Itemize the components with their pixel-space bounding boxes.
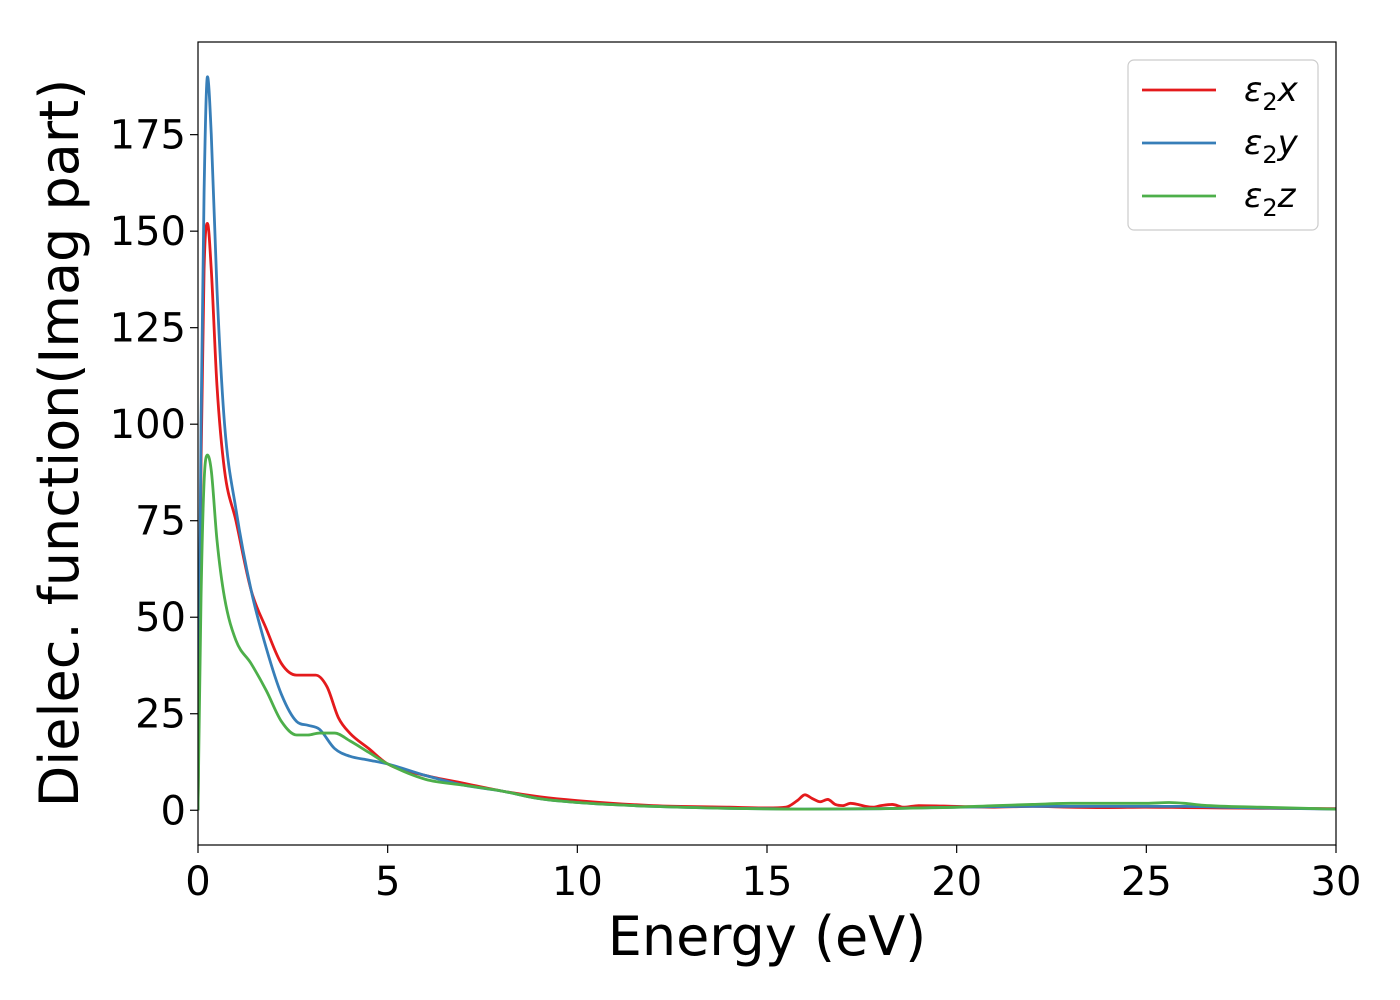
y-tick-label: 125: [110, 306, 186, 352]
y-tick-label: 175: [110, 113, 186, 159]
x-axis-title: Energy (eV): [608, 905, 927, 968]
y-tick-label: 75: [135, 499, 186, 545]
legend-label: ε2z: [1244, 176, 1297, 222]
y-tick-label: 25: [135, 692, 186, 738]
series-line-x: [198, 222, 1336, 811]
series-layer: [198, 75, 1336, 811]
y-tick-label: 0: [161, 788, 186, 834]
y-axis-title: Dielec. function(Imag part): [28, 79, 91, 808]
y-tick-label: 150: [110, 209, 186, 255]
x-tick-label: 5: [375, 859, 400, 905]
legend-label: ε2x: [1244, 70, 1299, 116]
y-ticks: 0 25 50 75 100 125 150 175: [110, 113, 198, 834]
series-line-y: [198, 75, 1336, 811]
y-tick-label: 100: [110, 402, 186, 448]
legend-items: ε2x ε2y ε2z: [1142, 70, 1299, 222]
y-tick-label: 50: [135, 595, 186, 641]
series-line-z: [198, 453, 1336, 811]
x-tick-label: 30: [1311, 859, 1362, 905]
x-tick-label: 20: [931, 859, 982, 905]
x-tick-label: 0: [185, 859, 210, 905]
legend: ε2x ε2y ε2z: [1127, 59, 1319, 231]
x-tick-label: 25: [1121, 859, 1172, 905]
x-tick-label: 15: [742, 859, 793, 905]
x-ticks: 0 5 10 15 20 25 30: [185, 845, 1361, 905]
legend-box: [1127, 59, 1319, 231]
legend-label: ε2y: [1244, 123, 1299, 169]
x-tick-label: 10: [552, 859, 603, 905]
